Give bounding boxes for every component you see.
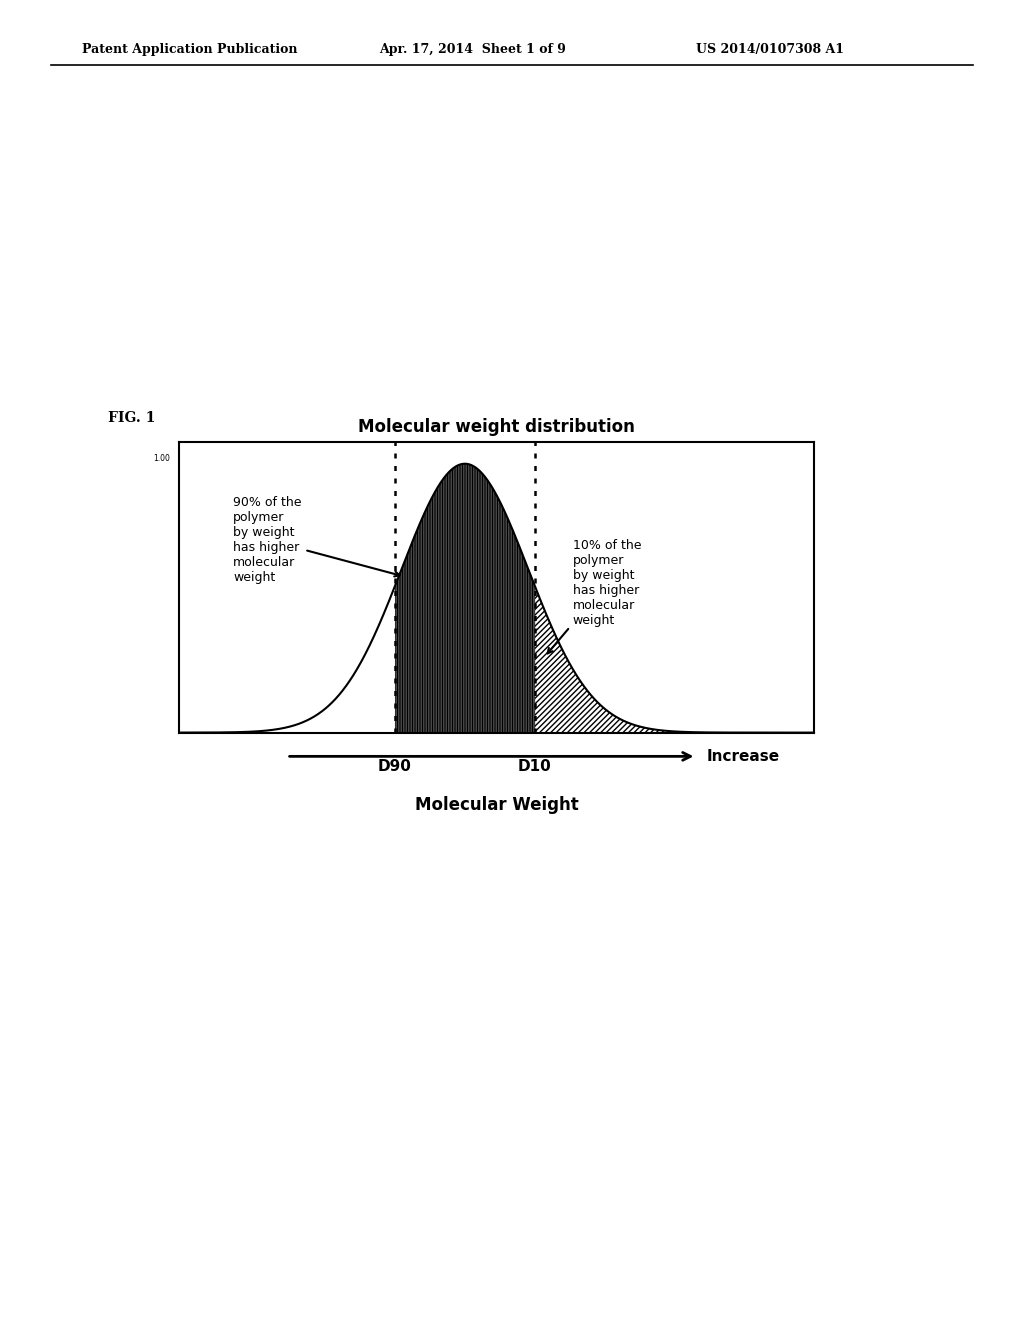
Text: Increase: Increase xyxy=(707,748,779,764)
Text: Apr. 17, 2014  Sheet 1 of 9: Apr. 17, 2014 Sheet 1 of 9 xyxy=(379,42,565,55)
Text: 10% of the
polymer
by weight
has higher
molecular
weight: 10% of the polymer by weight has higher … xyxy=(548,539,641,653)
Text: 90% of the
polymer
by weight
has higher
molecular
weight: 90% of the polymer by weight has higher … xyxy=(233,496,399,583)
Title: Molecular weight distribution: Molecular weight distribution xyxy=(358,418,635,437)
Text: Molecular Weight: Molecular Weight xyxy=(415,796,579,814)
Text: D90: D90 xyxy=(378,759,412,775)
Text: 1.00: 1.00 xyxy=(153,454,170,463)
Text: Patent Application Publication: Patent Application Publication xyxy=(82,42,297,55)
Text: FIG. 1: FIG. 1 xyxy=(108,412,155,425)
Text: D10: D10 xyxy=(518,759,552,775)
Text: US 2014/0107308 A1: US 2014/0107308 A1 xyxy=(696,42,845,55)
